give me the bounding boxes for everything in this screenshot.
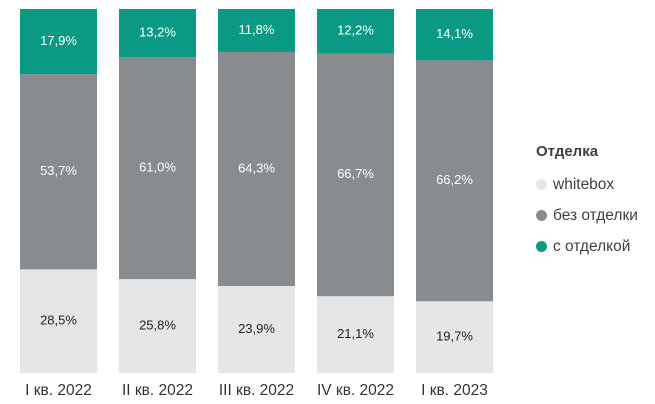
data-label: 23,9%	[238, 321, 275, 336]
legend-label: whitebox	[553, 175, 615, 193]
legend-marker-icon	[536, 241, 547, 252]
legend-label: с отделкой	[553, 237, 631, 255]
bar-segment	[20, 9, 97, 75]
data-label: 21,1%	[337, 326, 374, 341]
bar-segment	[119, 279, 196, 373]
bar-segment	[416, 301, 493, 373]
bar-segment	[317, 53, 394, 297]
bar-segment	[218, 51, 295, 287]
bar-segment	[20, 269, 97, 373]
data-label: 53,7%	[40, 163, 77, 178]
bar-segment	[119, 57, 196, 280]
bar-segment	[317, 9, 394, 54]
legend-marker-icon	[536, 210, 547, 221]
bar-segment	[218, 9, 295, 52]
x-tick-label: III кв. 2022	[219, 382, 294, 399]
data-label: 17,9%	[40, 33, 77, 48]
bar-segment	[317, 296, 394, 373]
x-tick-label: I кв. 2022	[25, 382, 92, 399]
bar-segment	[416, 60, 493, 302]
legend-item: whitebox	[536, 169, 638, 200]
data-label: 61,0%	[139, 160, 176, 175]
legend: Отделка whitebox без отделки с отделкой	[536, 143, 638, 262]
data-label: 14,1%	[436, 26, 473, 41]
legend-label: без отделки	[553, 206, 638, 224]
x-tick-label: I кв. 2023	[421, 382, 488, 399]
data-label: 12,2%	[337, 23, 374, 38]
data-label: 28,5%	[40, 313, 77, 328]
data-label: 19,7%	[436, 329, 473, 344]
data-label: 66,2%	[436, 172, 473, 187]
data-label: 64,3%	[238, 160, 275, 175]
bar-segment	[218, 286, 295, 373]
legend-title: Отделка	[536, 143, 599, 160]
bar-segment	[20, 74, 97, 270]
legend-item: с отделкой	[536, 231, 638, 262]
bar-segment	[416, 9, 493, 61]
data-label: 13,2%	[139, 24, 176, 39]
data-label: 11,8%	[239, 22, 275, 37]
legend-item: без отделки	[536, 200, 638, 231]
legend-marker-icon	[536, 179, 547, 190]
data-label: 25,8%	[139, 317, 176, 332]
data-label: 66,7%	[337, 166, 374, 181]
x-tick-label: IV кв. 2022	[317, 382, 394, 399]
x-tick-label: II кв. 2022	[122, 382, 193, 399]
bar-segment	[119, 9, 196, 58]
